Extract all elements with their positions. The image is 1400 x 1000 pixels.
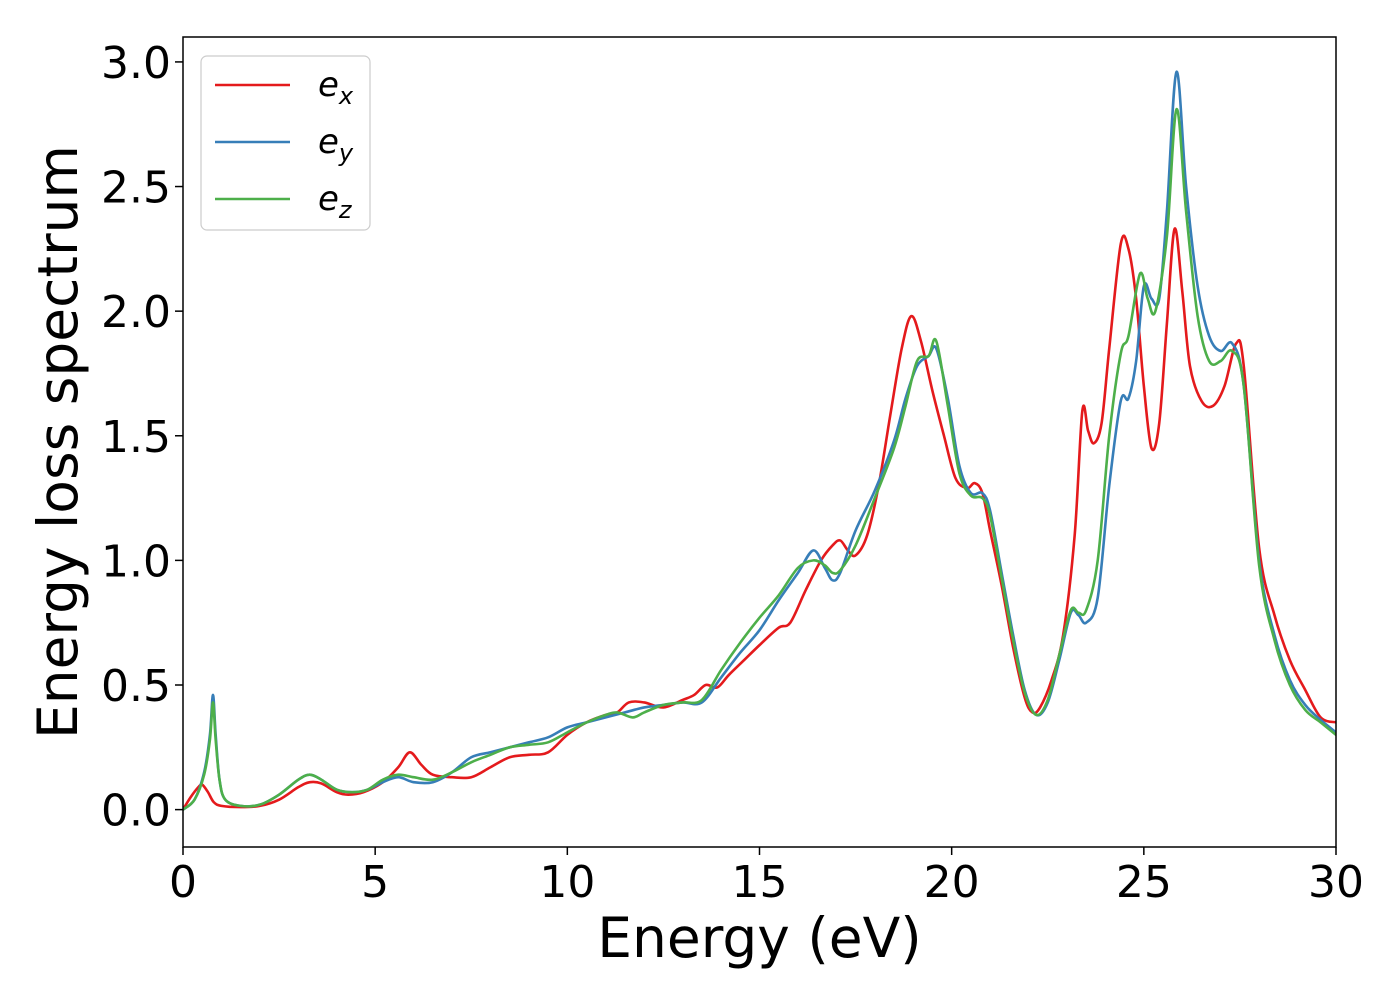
legend-label-ez: ez: [318, 179, 353, 224]
y-axis-label: Energy loss spectrum: [26, 145, 90, 739]
series-line-ex: [183, 227, 1336, 811]
y-tick-label: 2.0: [101, 287, 171, 338]
series-layer: [183, 70, 1336, 811]
y-tick-label: 1.5: [101, 412, 171, 463]
y-tick-label: 2.5: [101, 163, 171, 214]
x-axis-ticks: 0 5 10 15 20 25 30: [169, 847, 1364, 908]
x-tick-label: 5: [361, 857, 389, 908]
x-tick-label: 15: [732, 857, 788, 908]
series-line-ez: [183, 107, 1336, 811]
x-tick-label: 10: [539, 857, 595, 908]
y-tick-label: 1.0: [101, 536, 171, 587]
y-tick-label: 3.0: [101, 38, 171, 89]
x-tick-label: 0: [169, 857, 197, 908]
x-tick-label: 20: [924, 857, 980, 908]
y-tick-label: 0.0: [101, 786, 171, 837]
y-tick-label: 0.5: [101, 661, 171, 712]
x-tick-label: 30: [1308, 857, 1364, 908]
y-axis-ticks: 0.0 0.5 1.0 1.5 2.0 2.5 3.0: [101, 38, 183, 837]
x-tick-label: 25: [1116, 857, 1172, 908]
x-axis-label: Energy (eV): [597, 906, 921, 970]
